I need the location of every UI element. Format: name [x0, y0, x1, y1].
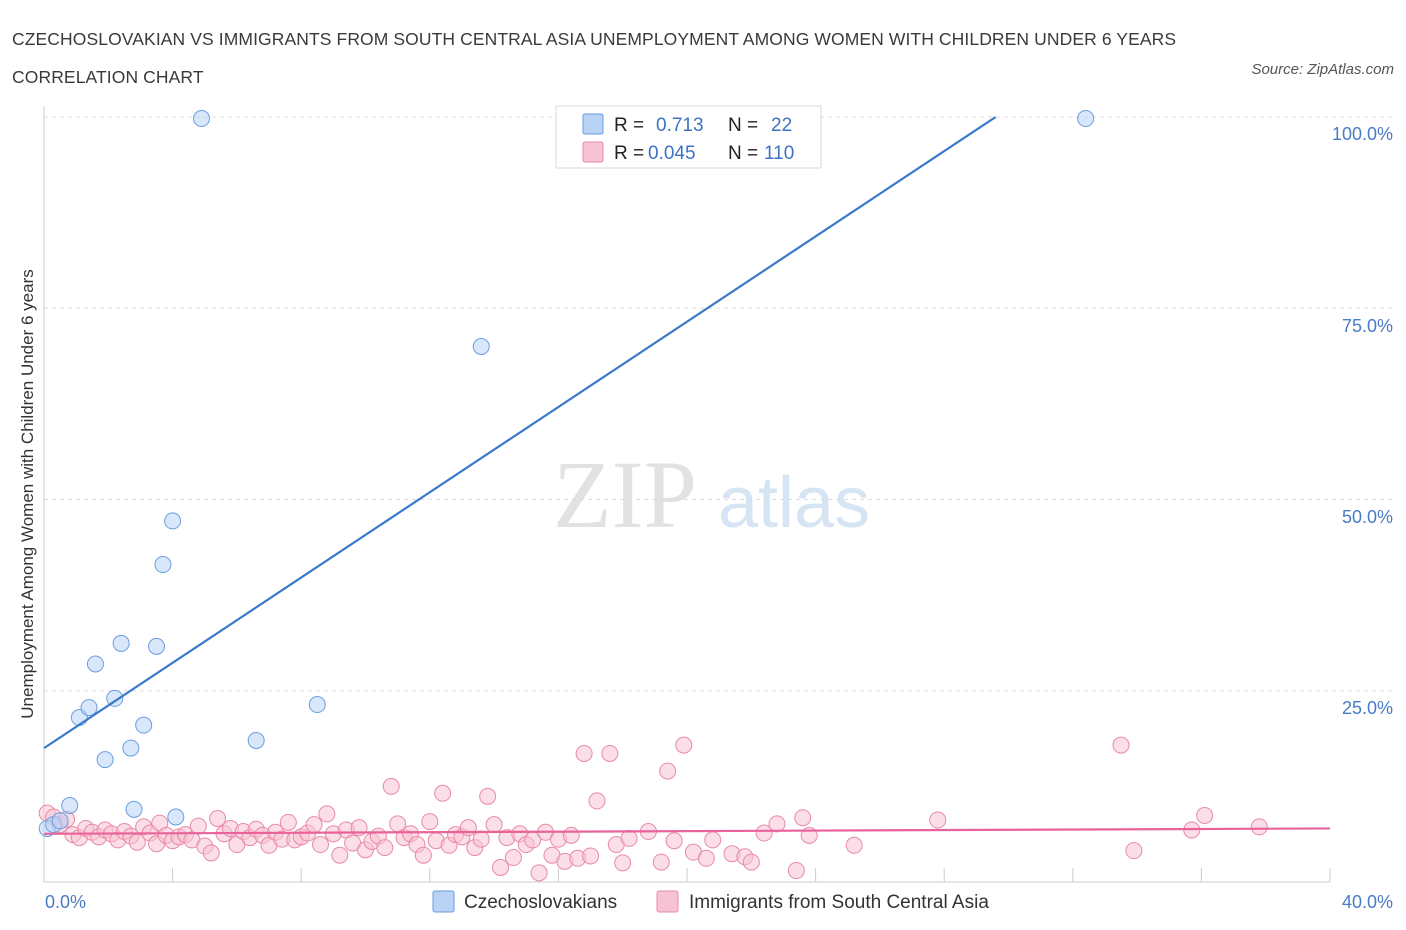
immigrants-point-92 [652, 853, 670, 871]
immigrants-point-101 [742, 853, 760, 871]
immigrants-point-105 [794, 809, 812, 827]
legend-n-label-2: N = [728, 143, 758, 164]
bottom-legend-label-immigrants: Immigrants from South Central Asia [689, 892, 989, 913]
immigrants-point-69 [479, 787, 497, 805]
czechoslovakians-point-8 [106, 689, 124, 707]
immigrants-point-112 [1196, 806, 1214, 824]
y-tick-label-50: 50.0% [1342, 507, 1393, 527]
watermark-zip: ZIP [553, 441, 697, 548]
legend-r-label-2: R = [614, 143, 644, 164]
legend-swatch-immigrants [582, 141, 604, 163]
czechoslovakians-point-11 [125, 800, 143, 818]
legend-n-value-2: 110 [764, 143, 794, 164]
bottom-legend: Czechoslovakians Immigrants from South C… [432, 890, 989, 913]
immigrants-point-44 [318, 805, 336, 823]
czechoslovakians-point-12 [135, 716, 153, 734]
trendline-immigrants [43, 827, 1331, 835]
immigrants-point-108 [929, 811, 947, 829]
czechoslovakians-point-10 [122, 739, 140, 757]
bottom-legend-swatch-immigrants [656, 890, 679, 913]
x-tick-label-max: 40.0% [1342, 892, 1393, 912]
legend-r-value-1: 0.713 [656, 115, 704, 136]
immigrants-point-104 [787, 862, 805, 880]
immigrants-point-24 [189, 817, 207, 835]
immigrants-point-73 [504, 849, 522, 867]
immigrants-point-70 [485, 816, 503, 834]
czechoslovakians-point-7 [96, 751, 114, 769]
czechoslovakians-point-2 [51, 812, 69, 830]
immigrants-point-53 [376, 839, 394, 857]
immigrants-point-95 [675, 736, 693, 754]
immigrants-point-97 [697, 849, 715, 867]
immigrants-point-59 [414, 846, 432, 864]
x-tick-label-min: 0.0% [45, 892, 86, 912]
legend-n-label-1: N = [728, 115, 758, 136]
immigrants-point-43 [311, 836, 329, 854]
immigrants-point-110 [1125, 842, 1143, 860]
chart-source: Source: ZipAtlas.com [1251, 61, 1394, 78]
czechoslovakians-point-13 [148, 637, 166, 655]
legend-swatch-czechoslovakians [582, 113, 604, 135]
czechoslovakians-point-3 [61, 797, 79, 814]
immigrants-point-77 [530, 864, 548, 882]
immigrants-point-98 [704, 831, 722, 849]
immigrants-point-62 [434, 784, 452, 802]
czechoslovakians-point-5 [80, 699, 98, 717]
bottom-legend-swatch-czechoslovakians [432, 890, 455, 913]
immigrants-point-109 [1112, 736, 1130, 754]
immigrants-point-103 [768, 815, 786, 833]
immigrants-point-42 [305, 816, 323, 834]
czechoslovakians-point-15 [164, 512, 182, 530]
immigrants-point-71 [492, 858, 510, 876]
czechoslovakians-point-16 [167, 808, 185, 826]
y-tick-label-25: 25.0% [1342, 698, 1393, 718]
immigrants-point-68 [472, 830, 490, 848]
immigrants-point-86 [588, 792, 606, 810]
immigrants-point-113 [1250, 818, 1268, 836]
y-tick-label-100: 100.0% [1332, 124, 1393, 144]
immigrants-point-60 [421, 813, 439, 831]
immigrants-point-90 [620, 829, 638, 847]
immigrants-point-89 [614, 854, 632, 872]
czechoslovakians-point-9 [112, 634, 130, 652]
y-axis-label: Unemployment Among Women with Children U… [18, 269, 37, 718]
legend-n-value-1: 22 [771, 115, 792, 136]
immigrants-point-93 [659, 762, 677, 780]
czechoslovakians-point-17 [193, 110, 211, 128]
immigrants-point-84 [575, 744, 593, 762]
immigrants-point-107 [845, 836, 863, 854]
immigrants-point-102 [755, 824, 773, 842]
legend-r-value-2: 0.045 [648, 143, 696, 164]
immigrants-point-66 [459, 819, 477, 837]
gridlines [44, 116, 1393, 692]
immigrants-point-82 [562, 826, 580, 844]
czechoslovakians-point-19 [308, 696, 326, 714]
legend-box: R = 0.713 N = 22 R = 0.045 N = 110 [555, 105, 822, 169]
immigrants-point-85 [582, 847, 600, 865]
czechoslovakians-point-18 [247, 731, 265, 749]
immigrants-point-38 [279, 813, 297, 831]
immigrants-point-27 [209, 810, 227, 828]
chart-title: CZECHOSLOVAKIAN VS IMMIGRANTS FROM SOUTH… [12, 29, 1177, 87]
czechoslovakians-point-14 [154, 556, 172, 574]
immigrants-point-46 [331, 846, 349, 864]
bottom-legend-label-czechoslovakians: Czechoslovakians [464, 892, 617, 913]
legend-r-label-1: R = [614, 115, 644, 136]
czechoslovakians-point-21 [1077, 110, 1095, 128]
series-immigrants-points [38, 736, 1268, 882]
y-tick-label-75: 75.0% [1342, 316, 1393, 336]
czechoslovakians-point-20 [472, 338, 490, 355]
immigrants-point-26 [202, 844, 220, 862]
czechoslovakians-point-6 [86, 655, 104, 673]
immigrants-point-87 [601, 744, 619, 762]
immigrants-point-54 [382, 777, 400, 795]
trendline-czechoslovakians [43, 116, 997, 750]
x-tick-marks [43, 868, 1331, 882]
watermark-atlas: atlas [718, 463, 870, 543]
immigrants-point-94 [665, 832, 683, 850]
